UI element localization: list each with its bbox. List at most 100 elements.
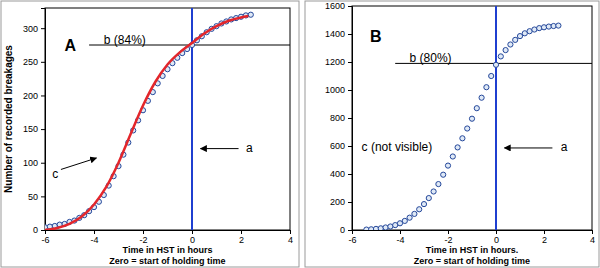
y-tick-mark: [41, 230, 45, 231]
x-tick-mark: [192, 230, 193, 234]
data-point: [493, 62, 498, 67]
y-tick: 50: [28, 192, 45, 202]
y-tick-mark: [348, 118, 352, 119]
figure: -6-4-2024050100150200250300Number of rec…: [0, 0, 600, 268]
y-tick: 0: [33, 225, 45, 235]
annotation: a: [561, 140, 568, 154]
annotations: Bb (80%)ac (not visible): [362, 28, 568, 154]
data-point: [503, 48, 508, 53]
y-tick: 200: [23, 91, 45, 101]
x-tick-label: 0: [494, 235, 499, 245]
y-tick-mark: [348, 34, 352, 35]
y-tick-mark: [348, 146, 352, 147]
y-tick-mark: [348, 202, 352, 203]
x-tick-mark: [544, 230, 545, 234]
data-point: [421, 202, 426, 207]
x-tick-label: 4: [288, 235, 293, 245]
y-tick: 250: [23, 57, 45, 67]
y-tick-label: 200: [330, 197, 345, 207]
x-tick: 4: [288, 230, 293, 245]
y-tick-label: 600: [330, 141, 345, 151]
annotation: c (not visible): [362, 140, 433, 154]
x-axis-line: [353, 231, 593, 235]
x-tick-label: 2: [542, 235, 547, 245]
plot-area: [364, 6, 592, 230]
y-tick-label: 1200: [325, 57, 345, 67]
y-tick-mark: [41, 62, 45, 63]
data-point: [498, 54, 503, 59]
y-tick-mark: [348, 174, 352, 175]
x-tick: 4: [590, 230, 595, 245]
data-point: [407, 215, 412, 220]
x-tick-label: -4: [396, 235, 404, 245]
y-tick: 0: [340, 225, 352, 235]
x-tick-mark: [94, 230, 95, 234]
x-axis-title: Zero = start of holding time: [109, 256, 225, 266]
x-tick-label: -2: [139, 235, 147, 245]
y-tick-mark: [41, 95, 45, 96]
x-tick-label: -2: [444, 235, 452, 245]
annotations: Ab (84%)ac: [52, 33, 253, 181]
panel: -6 -4 -2 0 2 4 0 50 100 150 200 250 300 Number of rec…: [1, 1, 299, 267]
y-tick-mark: [348, 6, 352, 7]
y-tick-label: 100: [23, 158, 38, 168]
y-tick-label: 150: [23, 124, 38, 134]
scatter-series: [45, 12, 253, 230]
x-tick-mark: [592, 230, 593, 234]
panel-label: A: [65, 37, 77, 54]
y-tick-mark: [41, 196, 45, 197]
y-tick-label: 0: [33, 225, 38, 235]
y-tick-label: 200: [23, 91, 38, 101]
data-point: [436, 181, 441, 186]
annotation-arrow: [61, 158, 97, 169]
annotation-arrow: [504, 147, 552, 148]
y-tick-label: 1400: [325, 29, 345, 39]
y-axis: 02004006008001000120014001600: [325, 1, 353, 235]
x-axis: -6 -4 -2 0 2 4: [41, 230, 293, 245]
data-point: [412, 211, 417, 216]
x-tick: 2: [542, 230, 547, 245]
x-tick: 0: [494, 230, 499, 245]
y-tick-label: 0: [340, 225, 345, 235]
x-tick: -2: [139, 230, 147, 245]
x-axis-title: Time in HST in hours: [123, 245, 213, 255]
y-tick-mark: [41, 28, 45, 29]
data-point: [248, 12, 253, 17]
y-tick: 100: [23, 158, 45, 168]
y-tick: 300: [23, 24, 45, 34]
data-point: [402, 218, 407, 223]
x-tick-label: 2: [239, 235, 244, 245]
x-tick-mark: [143, 230, 144, 234]
fit-curve: [45, 16, 248, 230]
x-tick-label: 4: [590, 235, 595, 245]
data-point: [455, 145, 460, 150]
x-tick-label: -6: [41, 235, 49, 245]
data-point: [450, 154, 455, 159]
y-axis-title: Number of recorded breakages: [3, 45, 14, 193]
x-tick-label: -6: [348, 235, 356, 245]
data-point: [484, 85, 489, 90]
x-tick: 0: [190, 230, 195, 245]
x-tick-mark: [496, 230, 497, 234]
y-axis: 0 50 100 150 200 250 300: [23, 9, 46, 236]
data-point: [479, 95, 484, 100]
y-axis-line: [41, 9, 46, 231]
y-tick: 400: [330, 169, 352, 179]
data-point: [426, 195, 431, 200]
x-axis: -6 -4 -2 0 2 4: [348, 230, 595, 245]
data-point: [460, 136, 465, 141]
x-tick-label: 0: [190, 235, 195, 245]
data-point: [431, 189, 436, 194]
y-tick-label: 300: [23, 24, 38, 34]
x-tick-mark: [241, 230, 242, 234]
annotation: b (80%): [410, 51, 452, 65]
y-tick-mark: [41, 163, 45, 164]
annotation: a: [246, 141, 253, 155]
annotation: b (84%): [104, 33, 146, 47]
data-point: [556, 23, 561, 28]
y-tick-label: 1000: [325, 85, 345, 95]
panel-border: [1, 1, 299, 267]
data-point: [445, 163, 450, 168]
x-tick: -4: [90, 230, 98, 245]
x-tick-mark: [448, 230, 449, 234]
